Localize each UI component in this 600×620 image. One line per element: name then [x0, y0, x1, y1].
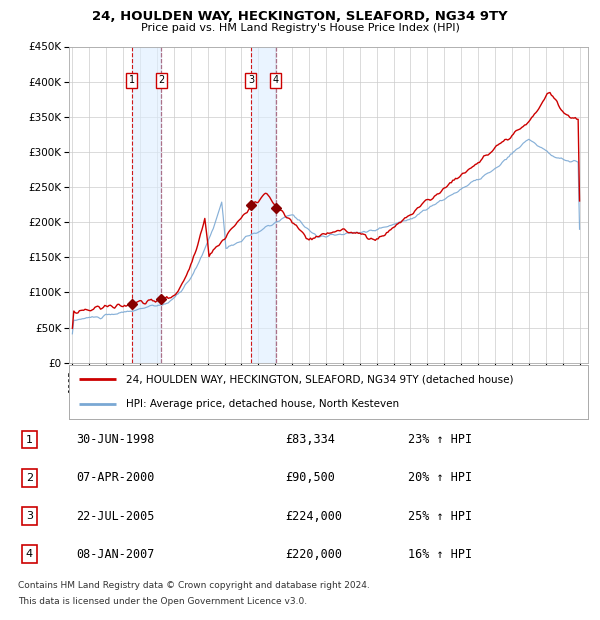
Bar: [251, 46, 276, 363]
Text: Price paid vs. HM Land Registry's House Price Index (HPI): Price paid vs. HM Land Registry's House …: [140, 23, 460, 33]
Text: 2: 2: [158, 76, 164, 86]
Text: 24, HOULDEN WAY, HECKINGTON, SLEAFORD, NG34 9TY (detached house): 24, HOULDEN WAY, HECKINGTON, SLEAFORD, N…: [126, 374, 514, 384]
Text: 4: 4: [26, 549, 33, 559]
Text: £224,000: £224,000: [286, 510, 343, 523]
Text: 30-JUN-1998: 30-JUN-1998: [76, 433, 154, 446]
Text: 1: 1: [26, 435, 33, 445]
Text: £220,000: £220,000: [286, 548, 343, 561]
Text: 1: 1: [128, 76, 134, 86]
Text: 20% ↑ HPI: 20% ↑ HPI: [408, 471, 472, 484]
Text: £83,334: £83,334: [286, 433, 335, 446]
Text: 3: 3: [26, 511, 33, 521]
Text: This data is licensed under the Open Government Licence v3.0.: This data is licensed under the Open Gov…: [18, 597, 307, 606]
Text: 4: 4: [272, 76, 279, 86]
Text: 23% ↑ HPI: 23% ↑ HPI: [408, 433, 472, 446]
Text: 24, HOULDEN WAY, HECKINGTON, SLEAFORD, NG34 9TY: 24, HOULDEN WAY, HECKINGTON, SLEAFORD, N…: [92, 10, 508, 23]
Text: 08-JAN-2007: 08-JAN-2007: [76, 548, 154, 561]
Text: Contains HM Land Registry data © Crown copyright and database right 2024.: Contains HM Land Registry data © Crown c…: [18, 581, 370, 590]
Text: 25% ↑ HPI: 25% ↑ HPI: [408, 510, 472, 523]
Text: 07-APR-2000: 07-APR-2000: [76, 471, 154, 484]
Text: 16% ↑ HPI: 16% ↑ HPI: [408, 548, 472, 561]
Text: 3: 3: [248, 76, 254, 86]
Text: £90,500: £90,500: [286, 471, 335, 484]
Bar: [131, 46, 161, 363]
Text: 2: 2: [26, 473, 33, 483]
Text: HPI: Average price, detached house, North Kesteven: HPI: Average price, detached house, Nort…: [126, 399, 399, 409]
Text: 22-JUL-2005: 22-JUL-2005: [76, 510, 154, 523]
